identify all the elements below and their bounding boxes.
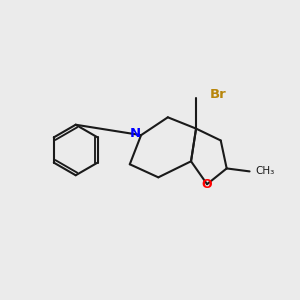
Text: O: O [202, 178, 212, 191]
Text: Br: Br [209, 88, 226, 101]
Text: CH₃: CH₃ [255, 166, 274, 176]
Text: N: N [130, 127, 141, 140]
